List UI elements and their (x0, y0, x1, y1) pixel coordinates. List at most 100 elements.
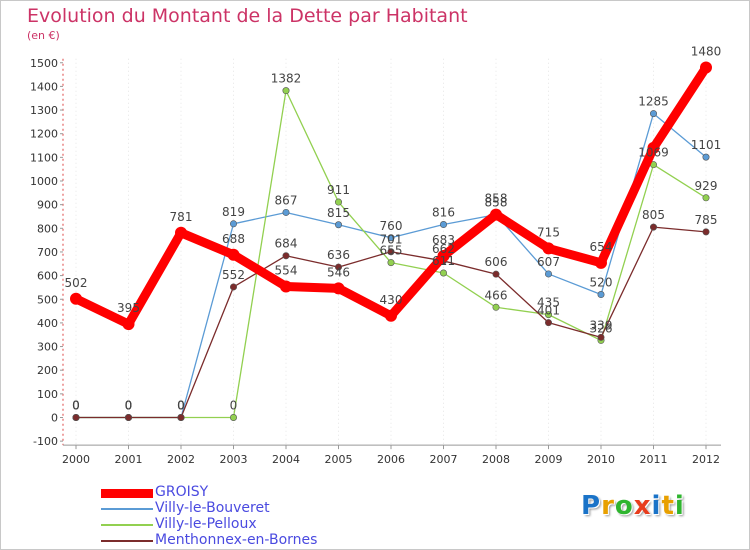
series-0-point (647, 141, 660, 154)
series-2-data-label: 911 (327, 183, 350, 197)
series-1-point (544, 270, 552, 278)
x-tick-label: 2000 (62, 453, 90, 466)
logo-letter: P (581, 491, 602, 521)
series-0-data-label: 395 (117, 301, 140, 315)
y-tick-label: 200 (37, 364, 58, 377)
series-0-point (70, 292, 82, 305)
series-2-data-label: 929 (695, 179, 718, 193)
series-1-point (702, 153, 710, 161)
series-3-data-label: 552 (222, 268, 245, 282)
legend-label: GROISY (155, 484, 209, 500)
series-1-data-label: 0 (177, 399, 185, 413)
series-1-point (230, 220, 238, 228)
series-2-data-label: 655 (380, 244, 403, 258)
y-tick-label: 900 (37, 199, 58, 212)
series-3-point (597, 333, 605, 341)
series-1-data-label: 0 (125, 399, 133, 413)
series-0-data-label: 781 (170, 210, 193, 224)
x-tick-label: 2012 (692, 453, 720, 466)
series-1-data-label: 760 (380, 219, 403, 233)
series-1-data-label: 867 (275, 193, 298, 207)
series-0-point (122, 318, 135, 331)
series-2-point (387, 259, 395, 267)
x-tick-label: 2001 (115, 453, 143, 466)
series-1-data-label: 858 (485, 196, 508, 210)
series-3-point (387, 248, 395, 256)
series-2-data-label: 326 (590, 321, 613, 335)
series-0-point (595, 256, 607, 269)
series-0-point (700, 61, 712, 74)
series-1-data-label: 0 (72, 399, 80, 413)
logo-letter: t (661, 491, 675, 521)
series-3-point (230, 283, 238, 291)
x-tick-label: 2004 (272, 453, 300, 466)
legend-label: Villy-le-Pelloux (155, 516, 257, 532)
legend-label: Menthonnex-en-Bornes (155, 532, 318, 548)
legend-item-1: Villy-le-Bouveret (101, 500, 421, 517)
series-0-data-label: 715 (537, 225, 560, 239)
legend-swatch (101, 540, 153, 542)
series-3-point (72, 413, 80, 421)
legend-swatch (101, 508, 153, 510)
x-tick-label: 2010 (587, 453, 615, 466)
series-3-point (334, 263, 342, 271)
series-1-point (439, 221, 447, 229)
x-tick-label: 2003 (220, 453, 248, 466)
series-0-data-label: 683 (432, 233, 455, 247)
logo-letter: x (633, 491, 652, 521)
legend-label: Villy-le-Bouveret (155, 500, 270, 516)
series-0-data-label: 430 (380, 293, 403, 307)
series-0-data-label: 654 (590, 240, 613, 254)
y-tick-label: 1400 (30, 80, 58, 93)
y-tick-label: 700 (37, 246, 58, 259)
x-tick-label: 2009 (535, 453, 563, 466)
legend-swatch (101, 524, 153, 526)
series-2-data-label: 435 (537, 296, 560, 310)
series-3-point (125, 413, 133, 421)
chart-series (70, 61, 712, 421)
y-tick-label: 0 (51, 412, 58, 425)
y-tick-label: 1300 (30, 104, 58, 117)
x-tick-label: 2011 (640, 453, 668, 466)
series-0-point (437, 249, 450, 262)
x-tick-label: 2008 (482, 453, 510, 466)
proxiti-logo: Proxiti (581, 491, 685, 521)
y-tick-label: 800 (37, 222, 58, 235)
legend-item-0: GROISY (101, 484, 421, 501)
series-0-point (490, 208, 502, 221)
series-2-point (492, 303, 500, 311)
y-tick-label: 1500 (30, 57, 58, 70)
series-0-data-label: 554 (275, 263, 298, 277)
y-tick-label: 1200 (30, 128, 58, 141)
y-tick-label: -100 (33, 435, 58, 448)
x-tick-label: 2005 (325, 453, 353, 466)
series-0-point (280, 280, 292, 293)
legend-item-2: Villy-le-Pelloux (101, 516, 421, 533)
series-1-point (282, 208, 290, 216)
series-3-data-label: 636 (327, 248, 350, 262)
series-2-data-label: 0 (125, 399, 133, 413)
series-2-data-label: 611 (432, 254, 455, 268)
series-1-data-label: 520 (590, 276, 613, 290)
series-1-point (387, 234, 395, 242)
series-0-data-label: 688 (222, 232, 245, 246)
series-3-point (492, 270, 500, 278)
series-3-data-label: 0 (125, 399, 133, 413)
series-3-point (177, 413, 185, 421)
series-0-point (542, 242, 555, 255)
x-tick-label: 2002 (167, 453, 195, 466)
legend-swatch (101, 489, 153, 498)
series-3-data-label: 684 (275, 237, 298, 251)
series-2-data-label: 0 (230, 399, 238, 413)
series-1-data-label: 1101 (691, 138, 722, 152)
series-1-data-label: 1285 (638, 95, 669, 109)
x-tick-label: 2007 (430, 453, 458, 466)
series-2-data-label: 466 (485, 288, 508, 302)
logo-letter: o (614, 491, 634, 521)
series-1-data-label: 815 (327, 206, 350, 220)
series-2-data-label: 1069 (638, 146, 669, 160)
series-0-point (332, 282, 345, 295)
